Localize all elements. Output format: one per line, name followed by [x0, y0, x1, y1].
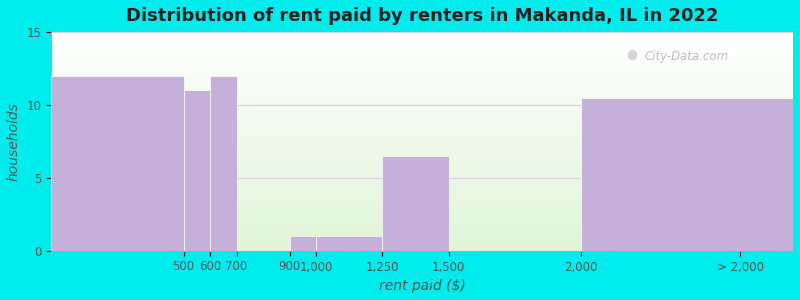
Text: City-Data.com: City-Data.com [645, 50, 729, 63]
Bar [581, 98, 793, 251]
Bar [210, 76, 237, 251]
Title: Distribution of rent paid by renters in Makanda, IL in 2022: Distribution of rent paid by renters in … [126, 7, 718, 25]
Y-axis label: households: households [7, 102, 21, 181]
Text: ⬤: ⬤ [626, 50, 637, 60]
Bar [51, 76, 183, 251]
X-axis label: rent paid ($): rent paid ($) [378, 279, 466, 293]
Bar [290, 236, 316, 251]
Bar [316, 236, 382, 251]
Bar [382, 156, 449, 251]
Bar [183, 90, 210, 251]
